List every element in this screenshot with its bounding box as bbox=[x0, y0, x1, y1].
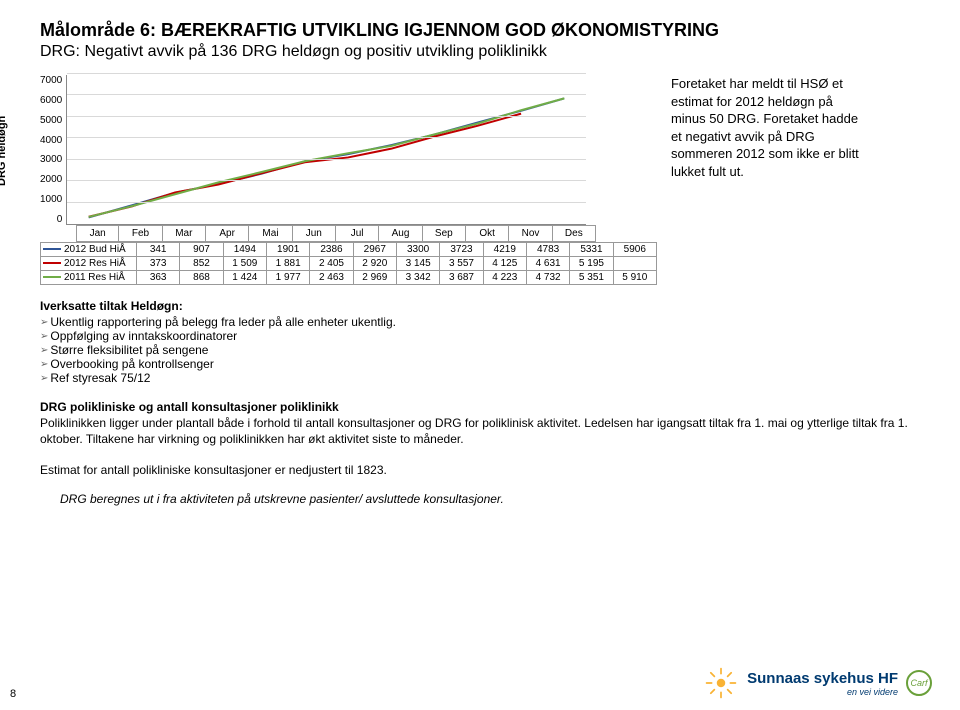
logo-tagline: en vei videre bbox=[747, 687, 898, 697]
chart-xaxis: JanFebMarAprMaiJunJulAugSepOktNovDes bbox=[76, 225, 596, 242]
logo-text: Sunnaas sykehus HF bbox=[747, 670, 898, 687]
tiltak-item: ➢Ukentlig rapportering på belegg fra led… bbox=[40, 315, 920, 329]
tiltak-item: ➢Større fleksibilitet på sengene bbox=[40, 343, 920, 357]
drg-chart: DRG heldøgn 7000600050004000300020001000… bbox=[40, 75, 657, 285]
chart-yaxis: 70006000500040003000200010000 bbox=[40, 75, 66, 225]
tiltak-heading: Iverksatte tiltak Heldøgn: bbox=[40, 299, 920, 313]
estimat-paragraph: Estimat for antall polikliniske konsulta… bbox=[40, 462, 920, 478]
poliklinikk-section: DRG polikliniske og antall konsultasjone… bbox=[40, 399, 920, 448]
carf-badge: Carf bbox=[906, 670, 932, 696]
tiltak-section: Iverksatte tiltak Heldøgn: ➢Ukentlig rap… bbox=[40, 299, 920, 385]
tiltak-item: ➢Oppfølging av inntakskoordinatorer bbox=[40, 329, 920, 343]
page-title: Målområde 6: BÆREKRAFTIG UTVIKLING IGJEN… bbox=[40, 20, 920, 41]
chart-plot-area bbox=[66, 75, 586, 225]
poliklinikk-heading: DRG polikliniske og antall konsultasjone… bbox=[40, 399, 920, 415]
page-subtitle: DRG: Negativt avvik på 136 DRG heldøgn o… bbox=[40, 43, 920, 61]
sun-icon bbox=[703, 666, 739, 700]
chart-ylabel: DRG heldøgn bbox=[0, 116, 8, 186]
footer-logo: Sunnaas sykehus HF en vei videre Carf bbox=[703, 666, 932, 700]
tiltak-item: ➢Overbooking på kontrollsenger bbox=[40, 357, 920, 371]
tiltak-item: ➢Ref styresak 75/12 bbox=[40, 371, 920, 385]
footnote: DRG beregnes ut i fra aktiviteten på uts… bbox=[60, 492, 920, 506]
poliklinikk-body: Poliklinikken ligger under plantall både… bbox=[40, 415, 920, 447]
page-number: 8 bbox=[10, 688, 16, 700]
chart-data-table: 2012 Bud HiÅ3419071494190123862967330037… bbox=[40, 242, 657, 285]
side-note: Foretaket har meldt til HSØ et estimat f… bbox=[671, 75, 871, 180]
